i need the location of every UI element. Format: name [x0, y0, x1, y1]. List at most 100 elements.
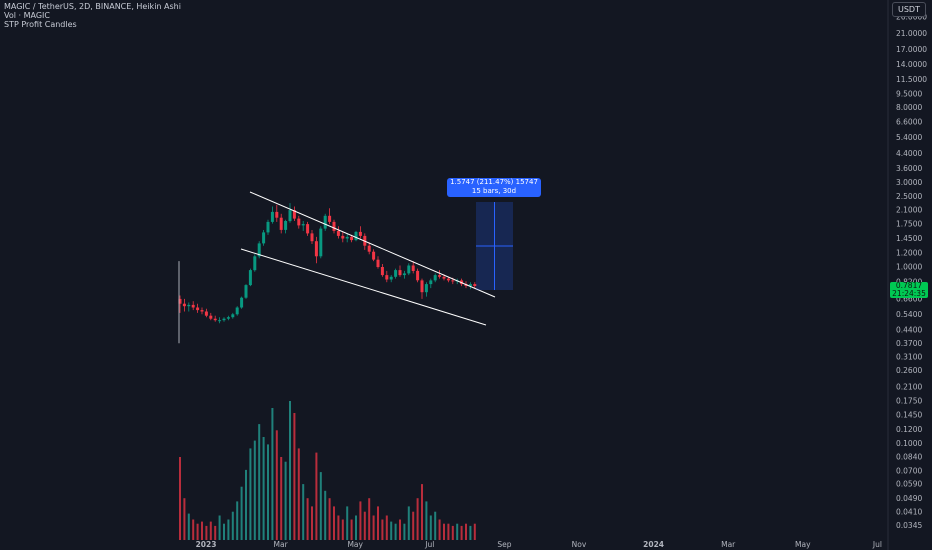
price-tick-label: 3.6000	[896, 164, 922, 173]
price-range-measure[interactable]	[476, 202, 513, 290]
candle-body	[354, 231, 358, 241]
candle-body	[433, 275, 437, 281]
volume-bar	[385, 515, 388, 540]
volume-bar	[179, 457, 181, 540]
price-tick-label: 0.0410	[896, 508, 922, 517]
candle-body	[424, 284, 428, 293]
volume-bar	[249, 448, 252, 540]
candle-body	[429, 280, 433, 285]
volume-bar	[293, 413, 296, 540]
volume-bar	[341, 519, 344, 540]
candle-body	[187, 304, 191, 307]
candle-body	[270, 211, 274, 222]
volume-histogram	[179, 401, 476, 540]
candle-body	[389, 276, 393, 280]
candle-body	[336, 230, 340, 236]
candle-body	[385, 275, 389, 280]
price-axis[interactable]: 26.0000 21.0000 17.0000 14.0000 11.5000 9.500…	[896, 13, 927, 530]
volume-bar	[218, 515, 221, 540]
volume-bar	[214, 525, 217, 540]
price-tick-label: 0.1000	[896, 439, 922, 448]
time-axis[interactable]: 2023 Mar May Jul Sep Nov 2024 Mar May Jul	[196, 540, 882, 549]
volume-bar	[297, 448, 300, 540]
price-tick-label: 0.4400	[896, 326, 922, 335]
time-tick-label: Jul	[424, 540, 434, 549]
candle-body	[292, 210, 296, 219]
price-tick-label: 0.0490	[896, 494, 922, 503]
time-tick-label: May	[795, 540, 811, 549]
candle-body	[420, 280, 424, 293]
candle-body	[438, 275, 442, 277]
volume-bar	[372, 515, 375, 540]
candle-body	[323, 215, 327, 229]
candle-body	[204, 311, 208, 316]
last-price-value: 0.7817	[895, 281, 923, 290]
candle-body	[473, 284, 477, 286]
candle-body	[244, 285, 248, 298]
candle-body	[446, 278, 450, 281]
volume-bar	[429, 515, 432, 540]
price-tick-label: 0.0345	[896, 521, 922, 530]
candle-body	[226, 317, 230, 319]
candle-body	[182, 303, 186, 307]
symbol-title[interactable]: MAGIC / TetherUS, 2D, BINANCE, Heikin As…	[4, 2, 181, 11]
candle-body	[301, 224, 305, 226]
candle-body	[222, 318, 226, 321]
time-tick-label: 2023	[196, 540, 217, 549]
volume-bar	[315, 452, 318, 540]
candle-body	[191, 304, 195, 308]
candle-body	[416, 270, 420, 281]
candle-body	[209, 315, 213, 319]
price-tick-label: 1.7500	[896, 220, 922, 229]
candle-body	[328, 215, 332, 222]
candle-body	[380, 267, 384, 276]
price-tick-label: 6.6000	[896, 118, 922, 127]
volume-bar	[403, 523, 406, 540]
candle-body	[231, 314, 235, 318]
lower-trendline[interactable]	[240, 248, 487, 326]
volume-bar	[460, 525, 463, 540]
price-tick-label: 2.5000	[896, 192, 922, 201]
measure-duration-text: 15 bars, 30d	[471, 187, 517, 195]
stp-indicator-label[interactable]: STP Profit Candles	[4, 20, 77, 29]
upper-trendline[interactable]	[249, 191, 496, 298]
volume-bar	[399, 519, 401, 540]
price-tick-label: 1.2000	[896, 249, 922, 258]
candle-body	[200, 310, 204, 312]
volume-bar	[324, 490, 327, 540]
candlestick-series	[178, 203, 477, 344]
volume-bar	[201, 521, 203, 540]
volume-bar	[319, 472, 322, 540]
price-tick-label: 0.2100	[896, 382, 922, 391]
volume-bar	[350, 519, 353, 540]
price-tick-label: 21.0000	[896, 29, 927, 38]
candle-body	[266, 221, 270, 233]
price-tick-label: 0.1450	[896, 411, 922, 420]
volume-bar	[258, 424, 261, 540]
volume-bar	[262, 437, 265, 540]
price-tick-label: 0.1200	[896, 425, 922, 434]
volume-bar	[231, 511, 234, 540]
currency-button[interactable]: USDT	[892, 2, 926, 17]
volume-bar	[223, 523, 225, 540]
volume-bar	[236, 501, 239, 540]
price-tick-label: 0.1750	[896, 396, 922, 405]
candle-body	[297, 218, 301, 226]
last-price-label: 0.7817 21:24:35	[890, 282, 928, 298]
candle-body	[319, 228, 323, 257]
price-tick-label: 0.0590	[896, 480, 922, 489]
volume-indicator-label[interactable]: Vol · MAGIC	[4, 11, 50, 20]
candle-body	[468, 284, 472, 286]
volume-bar	[456, 523, 459, 540]
volume-bar	[205, 525, 208, 540]
volume-bar	[443, 523, 445, 540]
price-tick-label: 2.1000	[896, 206, 922, 215]
volume-bar	[337, 515, 340, 540]
price-tick-label: 9.5000	[896, 90, 922, 99]
volume-bar	[412, 511, 415, 540]
volume-bar	[438, 519, 441, 540]
candle-body	[288, 210, 292, 222]
candle-body	[213, 318, 217, 321]
volume-bar	[275, 430, 278, 540]
